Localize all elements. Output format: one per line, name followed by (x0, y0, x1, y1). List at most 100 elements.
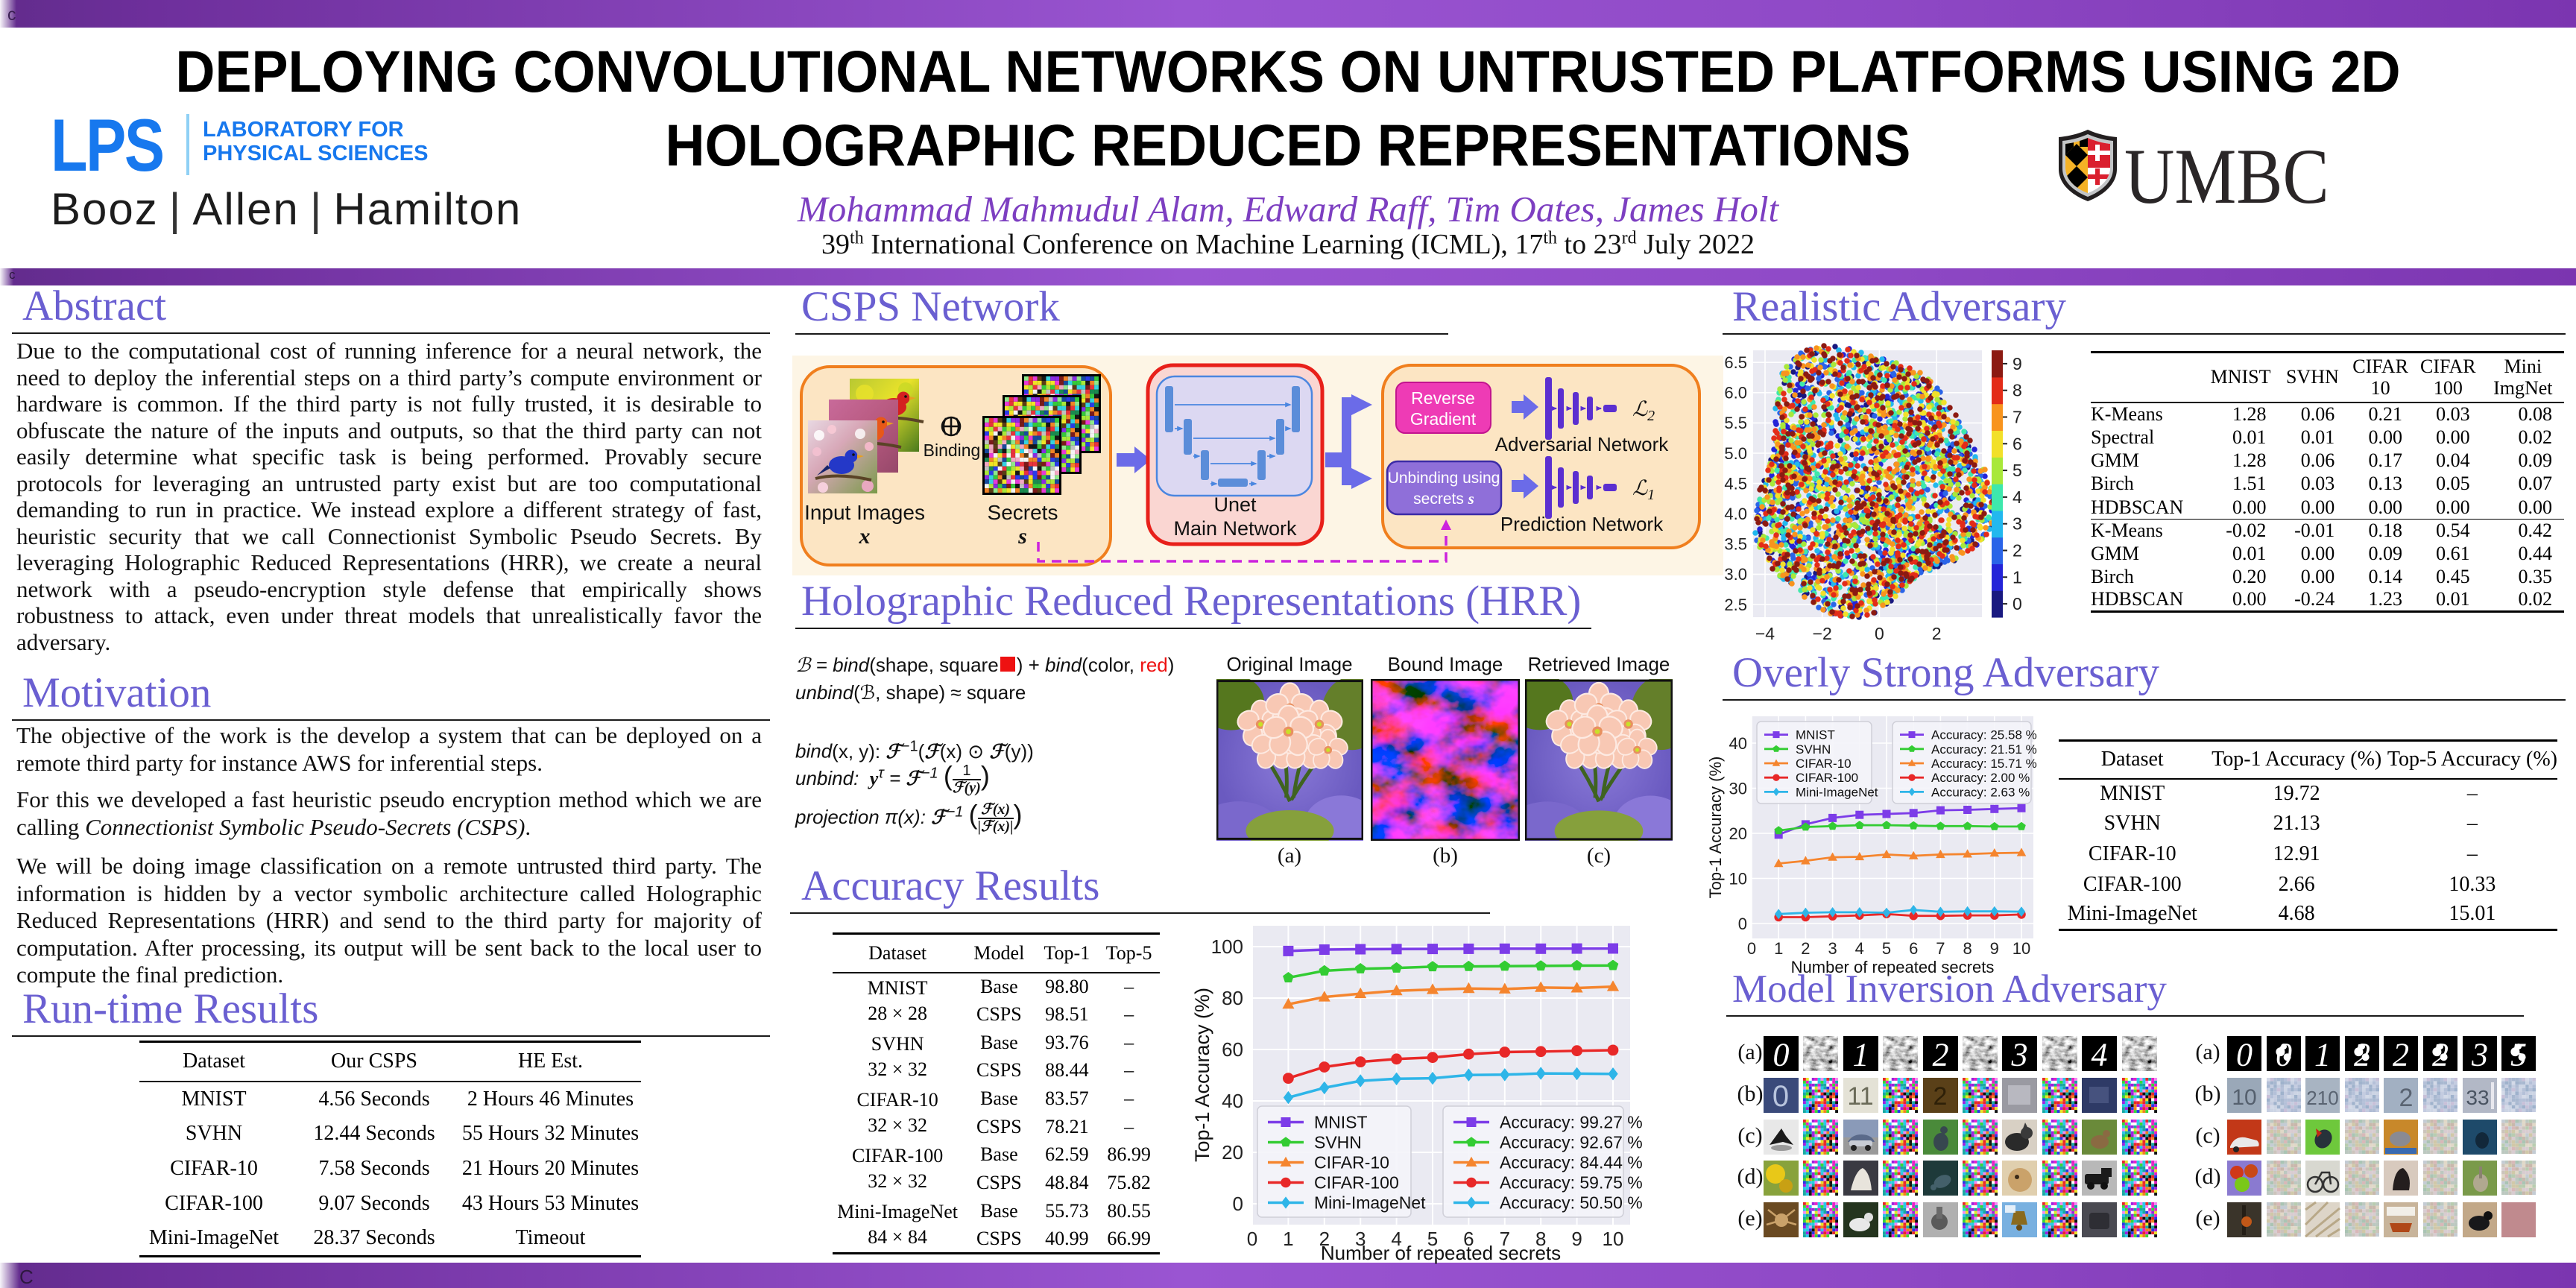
svg-text:CIFAR-10: CIFAR-10 (1314, 1153, 1389, 1172)
svg-text:(c): (c) (2195, 1123, 2220, 1148)
svg-text:Secrets: Secrets (988, 501, 1058, 524)
svg-text:s: s (1017, 524, 1027, 549)
svg-text:6: 6 (1463, 1228, 1474, 1250)
svg-text:Accuracy: 2.63 %: Accuracy: 2.63 % (1931, 785, 2030, 799)
svg-text:Accuracy: 25.58 %: Accuracy: 25.58 % (1931, 728, 2037, 742)
svg-text:SVHN: SVHN (1314, 1133, 1362, 1152)
svg-text:3: 3 (1355, 1228, 1366, 1250)
svg-text:Mini-ImageNet: Mini-ImageNet (1314, 1193, 1426, 1213)
svg-text:Top-1 Accuracy (%): Top-1 Accuracy (%) (1191, 988, 1213, 1162)
svg-text:(c): (c) (1737, 1123, 1762, 1148)
svg-text:Accuracy: 99.27 %: Accuracy: 99.27 % (1500, 1113, 1643, 1132)
svg-text:20: 20 (1222, 1141, 1243, 1164)
svg-text:8: 8 (1535, 1228, 1546, 1250)
svg-text:Number of repeated secrets: Number of repeated secrets (1321, 1242, 1561, 1264)
svg-text:4: 4 (1855, 939, 1864, 958)
svg-text:Binding: Binding (924, 441, 981, 460)
svg-text:(d): (d) (1737, 1164, 1764, 1189)
svg-text:5.5: 5.5 (1724, 414, 1747, 432)
svg-text:Accuracy: 50.50 %: Accuracy: 50.50 % (1500, 1193, 1643, 1213)
svg-text:2: 2 (2399, 1084, 2414, 1112)
svg-text:4.5: 4.5 (1724, 474, 1747, 493)
svg-text:60: 60 (1222, 1038, 1243, 1061)
svg-text:Mini-ImageNet: Mini-ImageNet (1796, 785, 1878, 799)
svg-text:4: 4 (2012, 487, 2022, 507)
svg-text:MNIST: MNIST (1796, 728, 1835, 742)
svg-text:1: 1 (2314, 1036, 2331, 1073)
svg-text:CIFAR-100: CIFAR-100 (1314, 1173, 1399, 1193)
svg-text:3: 3 (2011, 1036, 2028, 1073)
svg-text:7: 7 (1936, 939, 1945, 958)
svg-text:4: 4 (1391, 1228, 1401, 1250)
svg-text:Accuracy: 92.67 %: Accuracy: 92.67 % (1500, 1133, 1643, 1152)
svg-text:3: 3 (2471, 1036, 2488, 1073)
svg-text:Gradient: Gradient (1410, 409, 1477, 429)
svg-text:Accuracy: 15.71 %: Accuracy: 15.71 % (1931, 757, 2037, 771)
svg-text:SVHN: SVHN (1796, 742, 1831, 757)
svg-text:(b): (b) (1737, 1082, 1764, 1106)
svg-text:0: 0 (1247, 1228, 1257, 1250)
svg-text:CIFAR-100: CIFAR-100 (1796, 771, 1858, 785)
svg-text:11: 11 (1847, 1082, 1873, 1111)
svg-text:(e): (e) (2195, 1206, 2220, 1231)
svg-text:Accuracy: 21.51 %: Accuracy: 21.51 % (1931, 742, 2037, 757)
svg-text:80: 80 (1222, 987, 1243, 1009)
svg-text:x: x (859, 524, 871, 549)
svg-text:Adversarial Network: Adversarial Network (1495, 433, 1670, 455)
svg-text:(b): (b) (2195, 1082, 2221, 1106)
svg-text:20: 20 (1729, 824, 1747, 843)
svg-text:Accuracy: 59.75 %: Accuracy: 59.75 % (1500, 1173, 1643, 1193)
svg-text:10: 10 (1729, 870, 1747, 888)
svg-text:1: 1 (2012, 567, 2022, 587)
svg-text:2: 2 (1932, 624, 1942, 643)
svg-text:10: 10 (2012, 939, 2030, 958)
svg-text:4.0: 4.0 (1724, 505, 1747, 523)
svg-text:Number of repeated secrets: Number of repeated secrets (1791, 958, 1995, 976)
svg-text:6.5: 6.5 (1724, 353, 1747, 372)
svg-text:9: 9 (1571, 1228, 1582, 1250)
svg-text:10: 10 (1603, 1228, 1624, 1250)
svg-text:6: 6 (2012, 434, 2022, 453)
svg-text:2.5: 2.5 (1724, 596, 1747, 614)
svg-text:6: 6 (1909, 939, 1918, 958)
svg-text:0: 0 (2012, 594, 2022, 613)
svg-text:7: 7 (2012, 408, 2022, 427)
svg-text:−2: −2 (1813, 624, 1832, 643)
svg-text:1: 1 (1774, 939, 1783, 958)
svg-text:secrets s: secrets s (1413, 490, 1474, 508)
svg-text:5: 5 (2012, 461, 2022, 480)
svg-text:(d): (d) (2195, 1164, 2221, 1189)
svg-text:ℒ2: ℒ2 (1632, 398, 1655, 424)
svg-text:Accuracy: 2.00 %: Accuracy: 2.00 % (1931, 771, 2030, 785)
svg-text:4: 4 (2092, 1036, 2108, 1073)
svg-text:Accuracy: 84.44 %: Accuracy: 84.44 % (1500, 1153, 1643, 1172)
svg-text:0: 0 (1875, 624, 1884, 643)
svg-text:33: 33 (2466, 1086, 2489, 1109)
svg-text:Input Images: Input Images (804, 501, 925, 524)
svg-text:2: 2 (1801, 939, 1810, 958)
svg-text:2: 2 (1319, 1228, 1330, 1250)
svg-text:3: 3 (2012, 514, 2022, 534)
svg-text:(a): (a) (1737, 1040, 1762, 1064)
svg-text:100: 100 (1211, 935, 1243, 958)
svg-text:0: 0 (1772, 1080, 1789, 1113)
svg-text:210: 210 (2306, 1087, 2338, 1109)
svg-text:3.5: 3.5 (1724, 535, 1747, 554)
svg-text:2: 2 (2393, 1036, 2409, 1073)
svg-text:MNIST: MNIST (1314, 1113, 1368, 1132)
svg-text:5: 5 (1427, 1228, 1438, 1250)
svg-text:8: 8 (1963, 939, 1972, 958)
svg-text:2: 2 (2012, 541, 2022, 561)
svg-text:9: 9 (1990, 939, 1999, 958)
svg-text:(a): (a) (2195, 1040, 2220, 1064)
svg-text:3.0: 3.0 (1724, 565, 1747, 584)
svg-text:40: 40 (1222, 1090, 1243, 1112)
svg-text:1: 1 (1853, 1036, 1869, 1073)
svg-text:2: 2 (1933, 1036, 1949, 1073)
svg-text:Unbinding using: Unbinding using (1388, 470, 1500, 487)
svg-text:30: 30 (1729, 780, 1747, 798)
svg-text:Prediction Network: Prediction Network (1500, 513, 1664, 535)
svg-text:0: 0 (1233, 1193, 1243, 1215)
svg-text:8: 8 (2012, 381, 2022, 400)
svg-text:9: 9 (2012, 354, 2022, 373)
